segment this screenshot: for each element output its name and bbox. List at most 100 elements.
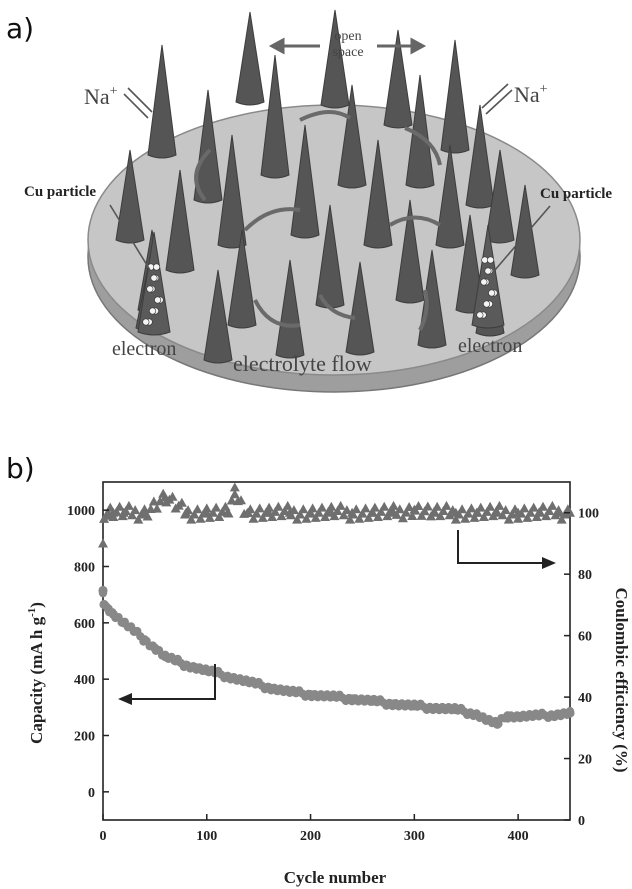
efficiency-point <box>123 500 134 510</box>
efficiency-point <box>155 496 166 506</box>
capacity-point <box>191 663 201 673</box>
capacity-point <box>513 711 523 721</box>
efficiency-point <box>522 512 533 522</box>
efficiency-point <box>435 511 446 521</box>
efficiency-point <box>264 502 275 512</box>
efficiency-point <box>292 514 303 524</box>
x-tick-label: 100 <box>196 829 217 844</box>
efficiency-point <box>273 501 284 511</box>
efficiency-point <box>347 507 358 517</box>
efficiency-point <box>270 506 281 516</box>
efficiency-point <box>394 504 405 514</box>
efficiency-point <box>305 507 316 517</box>
capacity-point <box>108 609 118 619</box>
capacity-point <box>492 719 502 729</box>
nanocone <box>193 89 223 204</box>
cu-particle <box>484 267 492 275</box>
efficiency-axis-indicator <box>457 530 543 564</box>
efficiency-point <box>466 503 477 513</box>
efficiency-point <box>438 506 449 516</box>
efficiency-point <box>541 511 552 521</box>
efficiency-point <box>525 507 536 517</box>
efficiency-point <box>401 507 412 517</box>
efficiency-point <box>130 505 141 515</box>
flow-arrow <box>404 126 442 166</box>
capacity-efficiency-chart: 0 100 200 300 400 0 200 400 600 800 1000 0 20 40 60 8… <box>26 481 631 887</box>
flow-arrow <box>318 294 356 320</box>
panel-a-label: a) <box>6 12 34 45</box>
nanocone <box>217 134 247 249</box>
efficiency-point <box>341 505 352 515</box>
efficiency-point <box>556 514 567 524</box>
efficiency-point <box>404 501 415 511</box>
capacity-indicator-line <box>130 664 216 700</box>
efficiency-point <box>295 509 306 519</box>
capacity-point <box>326 692 336 702</box>
capacity-series <box>98 585 575 729</box>
capacity-point <box>160 652 170 662</box>
panel-b-label: b) <box>6 452 35 485</box>
efficiency-point <box>151 503 162 513</box>
capacity-point <box>171 656 181 666</box>
na-ion-right-label: Na+ <box>514 82 548 107</box>
efficiency-point <box>544 506 555 516</box>
efficiency-point <box>528 502 539 512</box>
y-right-tick-label: 80 <box>578 568 592 583</box>
efficiency-point <box>554 507 565 517</box>
efficiency-point <box>248 513 259 523</box>
efficiency-indicator-arrowhead <box>542 557 556 569</box>
na-arrow <box>123 93 149 119</box>
nanocone <box>165 169 195 274</box>
capacity-point <box>264 683 274 693</box>
nanocone <box>435 144 465 249</box>
efficiency-point <box>360 503 371 513</box>
efficiency-point <box>494 500 505 510</box>
efficiency-point <box>475 502 486 512</box>
na-ion-left-arrows <box>123 87 153 119</box>
efficiency-point <box>367 507 378 517</box>
efficiency-point <box>167 491 178 501</box>
capacity-point <box>129 626 139 636</box>
na-ion-right-symbol: Na <box>514 82 540 107</box>
efficiency-point <box>195 513 206 523</box>
nanocone <box>235 11 265 106</box>
capacity-point <box>285 687 295 697</box>
y-right-tick-label: 60 <box>578 630 592 645</box>
efficiency-point <box>478 512 489 522</box>
flow-arrows <box>194 110 442 331</box>
y-left-axis-title-text: Capacity (mA h g <box>27 616 46 744</box>
efficiency-point <box>463 508 474 518</box>
capacity-point <box>503 711 513 721</box>
nanocone <box>395 199 425 304</box>
nanocone <box>275 259 305 359</box>
efficiency-point <box>409 504 420 514</box>
efficiency-point <box>450 507 461 517</box>
capacity-point <box>119 618 129 628</box>
nanocone <box>337 84 367 189</box>
nanocone <box>345 261 375 356</box>
capacity-point <box>368 696 378 706</box>
capacity-point <box>534 711 544 721</box>
efficiency-point <box>547 500 558 510</box>
y-left-tick-label: 200 <box>74 730 95 745</box>
na-ion-left-charge: + <box>110 84 118 99</box>
efficiency-point <box>176 497 187 507</box>
efficiency-point <box>503 514 514 524</box>
open-space-label-2: space <box>332 45 363 60</box>
efficiency-point <box>301 513 312 523</box>
cu-particle <box>487 256 495 264</box>
efficiency-point <box>538 501 549 511</box>
efficiency-point <box>376 506 387 516</box>
y-right-axis-ticks: 0 20 40 60 80 100 <box>564 507 599 829</box>
nanocone-with-cu-particles <box>471 224 505 329</box>
efficiency-point <box>313 507 324 517</box>
efficiency-point <box>500 505 511 515</box>
efficiency-point <box>460 513 471 523</box>
efficiency-point <box>397 513 408 523</box>
efficiency-point <box>450 514 461 524</box>
cu-particle-left-pointer <box>109 204 151 271</box>
cu-particle <box>154 296 162 304</box>
capacity-indicator-arrowhead <box>118 693 132 705</box>
nanocone-electrode-schematic: open space Na+ Na+ Cu particle Cu partic… <box>24 9 612 393</box>
efficiency-point <box>114 501 125 511</box>
